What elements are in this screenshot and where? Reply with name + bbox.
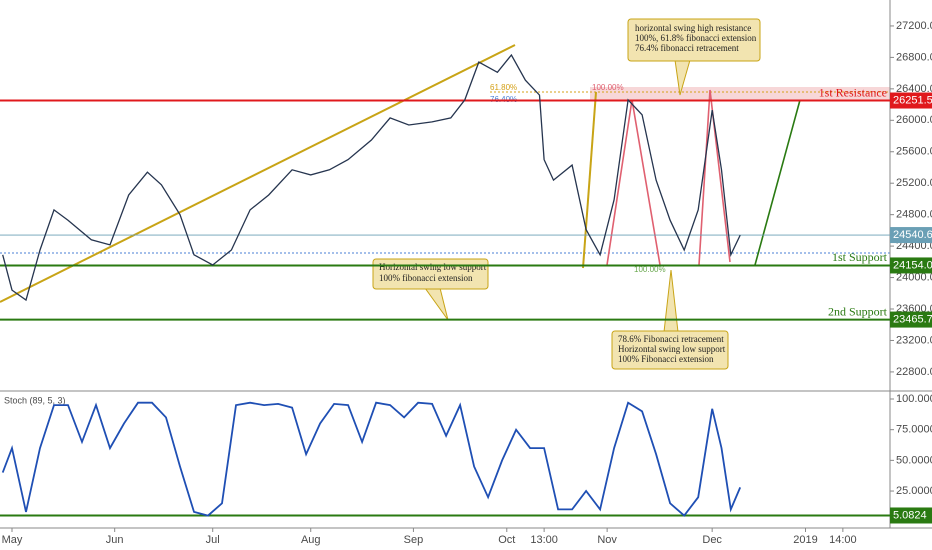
callout-box <box>611 330 729 370</box>
callout-box <box>372 258 489 290</box>
x-tick-label: May <box>2 534 23 546</box>
x-tick-label: Dec <box>702 534 722 546</box>
level-value: 5.0824 <box>893 509 927 521</box>
y-tick-label: 75.0000 <box>896 424 932 436</box>
callout: horizontal swing high resistance 100%, 6… <box>627 18 761 96</box>
callout-text: 100% Fibonacci extension <box>618 354 714 364</box>
x-tick-label: Oct <box>498 534 515 546</box>
callout-box <box>627 18 761 62</box>
callout-text: 78.6% Fibonacci retracement <box>618 334 724 344</box>
x-tick-label: 2019 <box>793 534 817 546</box>
callout-text: Horizontal swing low support <box>618 344 726 354</box>
y-tick-label: 26400.0 <box>896 83 932 95</box>
level-name: 1st Resistance <box>819 85 887 99</box>
y-tick-label: 50.0000 <box>896 454 932 466</box>
x-tick-label: Jun <box>106 534 124 546</box>
arrow <box>754 99 801 266</box>
y-tick-label: 24800.0 <box>896 209 932 221</box>
y-tick-label: 22800.0 <box>896 366 932 378</box>
resistance-zone <box>590 87 890 100</box>
current-price-tag <box>890 227 932 244</box>
fib-label: 100.00% <box>592 83 624 92</box>
current-price-value: 24540.6 <box>893 229 932 241</box>
level-tag <box>890 507 932 524</box>
level-tag <box>890 257 932 274</box>
level-name: 1st Support <box>832 250 888 264</box>
x-tick-label: Sep <box>404 534 424 546</box>
y-tick-label: 25200.0 <box>896 177 932 189</box>
level-value: 24154.0 <box>893 259 932 271</box>
x-tick-label: Aug <box>301 534 321 546</box>
callout-text: 100% fibonacci extension <box>379 273 473 283</box>
fib-label: 61.80% <box>490 83 517 92</box>
level-tag <box>890 92 932 109</box>
series-line <box>2 53 741 302</box>
level-tag <box>890 311 932 328</box>
x-tick-label: 13:00 <box>530 534 558 546</box>
series-line <box>1 401 742 517</box>
y-tick-label: 25.0000 <box>896 485 932 497</box>
callout-text: horizontal swing high resistance <box>635 23 751 33</box>
y-tick-label: 100.0000 <box>896 393 932 405</box>
y-tick-label: 24000.0 <box>896 271 932 283</box>
callout: 78.6% Fibonacci retracement Horizontal s… <box>611 269 729 370</box>
callout-text: Horizontal swing low support <box>379 262 487 272</box>
x-tick-label: 14:00 <box>829 534 857 546</box>
y-tick-label: 23200.0 <box>896 334 932 346</box>
y-tick-label: 27200.0 <box>896 20 932 32</box>
y-tick-label: 26000.0 <box>896 114 932 126</box>
y-tick-label: 26800.0 <box>896 51 932 63</box>
x-tick-label: Jul <box>206 534 220 546</box>
callout-text: 100%, 61.8% fibonacci extension <box>635 33 757 43</box>
arrow <box>698 89 731 266</box>
level-value: 26251.5 <box>893 94 932 106</box>
trend-line <box>0 44 516 303</box>
arrow <box>582 91 597 269</box>
level-value: 23465.7 <box>893 313 932 325</box>
level-name: 2nd Support <box>828 304 888 318</box>
indicator-title: Stoch (89, 5, 3) <box>4 395 66 405</box>
y-tick-label: 25600.0 <box>896 146 932 158</box>
fib-label: 100.00% <box>634 265 666 274</box>
callout-text: 76.4% fibonacci retracement <box>635 43 739 53</box>
x-tick-label: Nov <box>597 534 617 546</box>
callout: Horizontal swing low support 100% fibona… <box>372 258 489 321</box>
